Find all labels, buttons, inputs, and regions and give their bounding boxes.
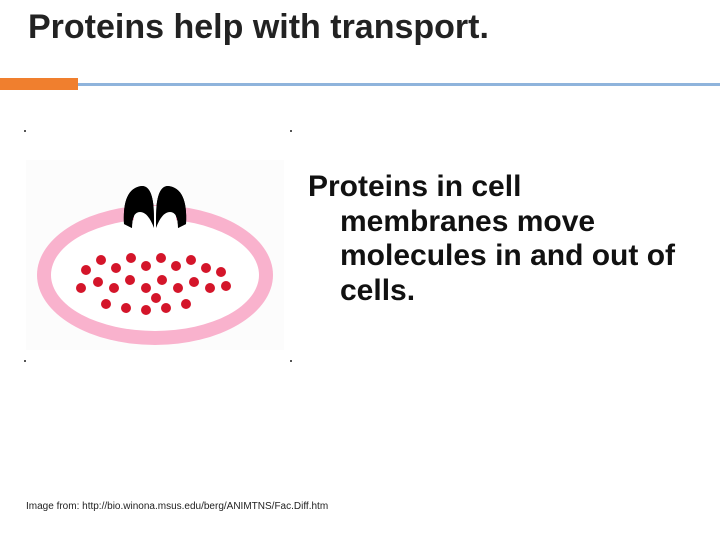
title-underline: [0, 78, 720, 90]
body-line-first: Proteins in cell: [308, 170, 521, 203]
body-line-rest: membranes move molecules in and out of c…: [340, 205, 698, 309]
cell-svg: [26, 160, 284, 350]
corner-dot: [290, 130, 292, 132]
accent-blue-bar: [78, 83, 720, 86]
slide-title: Proteins help with transport.: [28, 8, 489, 47]
corner-dot: [24, 360, 26, 362]
corner-dot: [290, 360, 292, 362]
slide-body: Proteins in cell membranes move molecule…: [308, 170, 698, 308]
image-credit: Image from: http://bio.winona.msus.edu/b…: [26, 501, 328, 512]
accent-orange-bar: [0, 78, 78, 90]
cell-transport-diagram: [26, 160, 284, 350]
corner-dot: [24, 130, 26, 132]
